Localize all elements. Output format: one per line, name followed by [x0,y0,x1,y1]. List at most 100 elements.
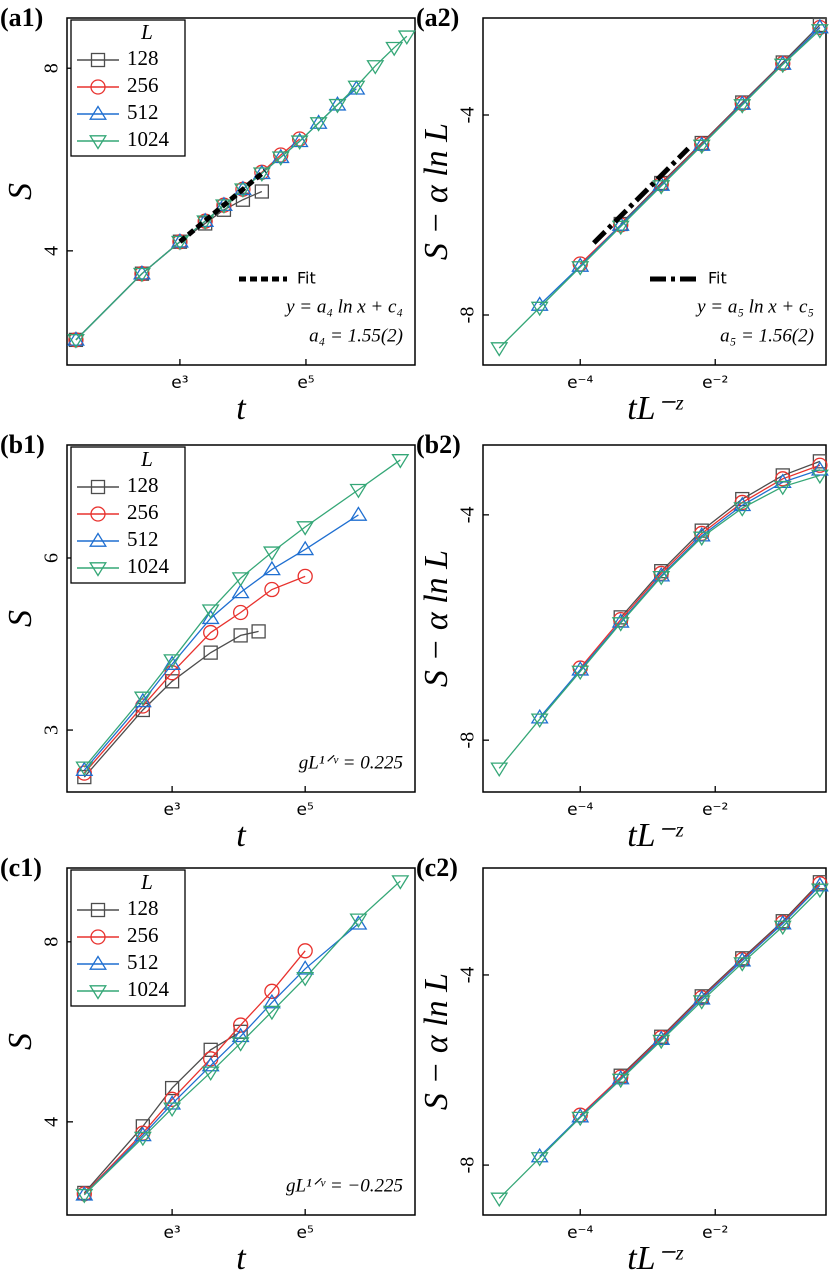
series-line [83,1031,241,1194]
y-tick-label: 3 [41,725,63,735]
legend-marker [89,532,107,547]
marker [810,24,829,39]
plot-frame [482,867,827,1216]
marker [349,913,368,929]
legend-label: 1024 [127,977,170,1001]
y-tick-label: -8 [457,732,479,749]
plot-frame [66,17,416,366]
y-axis-label: S [2,1033,39,1050]
legend-marker [90,929,106,945]
marker [611,1069,630,1085]
fit-line [592,146,690,245]
marker [235,192,251,207]
annotation: a₅ = 1.56(2) [720,325,814,346]
plot-frame [482,17,827,366]
marker [385,41,404,57]
marker [349,506,368,521]
x-tick-label: e⁻⁴ [567,1223,593,1243]
marker [203,645,218,660]
legend-marker [90,506,106,522]
series-line [579,883,821,1116]
marker [164,1080,180,1096]
annotation: gL¹ᐟᵛ = −0.225 [286,1175,403,1196]
series-line [83,630,259,778]
x-tick-label: e⁵ [297,800,314,820]
marker [810,461,829,476]
annotation: gL¹ᐟᵛ = 0.225 [299,752,403,773]
legend-label: 512 [127,527,159,551]
marker [692,136,711,151]
marker [309,117,328,132]
marker [231,583,250,599]
x-axis-label: t [236,1240,247,1277]
marker [133,691,152,707]
x-tick-label: e⁻⁴ [567,800,593,820]
legend-label: 128 [127,46,159,70]
marker [296,960,315,975]
plot-frame [66,867,416,1216]
marker [251,624,266,639]
marker [530,708,549,724]
marker [262,560,281,576]
marker [391,454,410,469]
marker [571,1107,590,1123]
marker [133,692,152,708]
marker [262,993,281,1009]
panel-label: (a1) [0,3,43,32]
legend-marker [89,562,107,577]
marker [133,1131,152,1147]
marker [490,342,509,357]
marker [201,609,220,625]
marker [397,30,416,45]
marker [163,654,182,669]
panel-label: (c1) [0,853,42,882]
legend-marker [90,52,106,68]
legend-label: Fit [708,269,727,288]
series-line [75,35,408,341]
marker [232,604,249,621]
panel-label: (b1) [0,430,45,459]
marker [328,96,347,111]
marker [692,995,711,1010]
marker [232,1017,249,1033]
x-tick-label: e⁻² [702,800,728,820]
marker [652,566,671,582]
marker [530,1147,549,1163]
y-axis-label: S [2,183,39,200]
marker [571,661,590,676]
marker [611,613,630,628]
x-axis-label: tL⁻ᶻ [627,1240,683,1277]
panel-label: (b2) [416,430,461,459]
y-tick-label: -8 [457,307,479,324]
legend-marker [90,902,106,918]
marker [611,1073,630,1089]
legend-box [70,869,186,1007]
marker [290,132,309,148]
legend-label: 256 [127,923,159,947]
x-tick-label: e³ [163,1223,180,1243]
x-axis-label: tL⁻ᶻ [627,817,683,854]
marker [231,572,250,587]
marker [271,151,290,166]
marker [773,58,792,74]
marker [170,235,189,251]
marker [264,581,280,598]
legend-marker [90,479,106,495]
marker [296,540,315,556]
marker [773,920,792,936]
marker [733,502,752,517]
legend-label: 128 [127,896,159,920]
legend-marker [89,955,107,970]
legend-label: 1024 [127,554,170,578]
legend-marker [89,135,107,150]
marker [611,617,630,632]
y-tick-label: 8 [41,63,63,73]
marker [391,875,410,890]
marker [132,264,151,280]
marker [201,1066,220,1082]
marker [290,135,309,150]
x-tick-label: e³ [163,800,180,820]
legend-label: 128 [127,473,159,497]
y-tick-label: 8 [41,937,63,947]
